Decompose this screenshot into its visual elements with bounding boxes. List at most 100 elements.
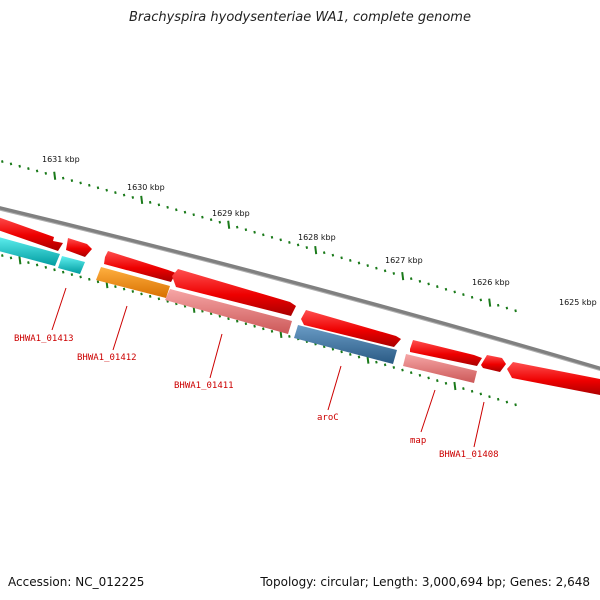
gene-label-map: map [410,436,426,446]
inner-tick-minor [357,355,361,359]
tick-label-1625: 1625 kbp [559,298,597,307]
inner-tick-minor [114,285,117,289]
outer-tick-minor [470,295,474,299]
inner-tick-minor [148,294,152,298]
outer-tick-minor [462,293,465,297]
outer-tick-minor [157,203,161,207]
inner-tick-minor [61,270,65,274]
outer-tick-minor [427,282,430,286]
gene-bhwa1-01413[interactable] [0,236,60,266]
accession-text: Accession: NC_012225 [8,575,145,589]
outer-tick-minor [505,306,509,310]
outer-tick-minor [453,290,456,294]
inner-tick-minor [496,397,500,401]
inner-tick-minor [375,360,378,364]
inner-tick-minor [218,314,222,318]
outer-tick-minor [209,218,213,222]
outer-tick-minor [192,213,195,217]
inner-tick-minor [27,261,30,265]
inner-tick-minor [488,395,491,399]
gene-bhwa1-01411[interactable] [165,289,292,334]
inner-tick-minor [131,290,135,293]
outer-tick-minor [1,160,4,163]
inner-tick-minor [244,322,248,326]
gene-bhwa1-01413-b[interactable] [58,256,85,274]
outer-tick-minor [357,261,361,265]
outer-tick-minor [262,233,265,237]
inner-tick-minor [227,317,230,321]
outer-tick-minor [279,238,282,242]
gene-label-aroc: aroC [317,413,339,423]
gene-bhwa1-01412[interactable] [96,267,170,298]
inner-tick-major [453,381,457,391]
gene-aroc[interactable] [294,325,397,364]
inner-tick-minor [331,347,335,351]
inner-tick-minor [401,368,404,372]
gene-forward-3[interactable] [104,251,176,282]
inner-tick-minor [235,319,239,323]
outer-tick-minor [322,251,326,255]
inner-tick-minor [436,379,439,383]
outer-tick-minor [244,228,248,232]
inner-tick-minor [96,280,100,284]
outer-tick-minor [253,230,256,234]
gene-forward-5[interactable] [301,310,401,347]
inner-tick-minor [427,376,430,380]
inner-tick-minor [9,256,13,260]
tick-label-1626: 1626 kbp [472,278,510,287]
outer-tick-minor [44,171,48,175]
outer-tick-minor [383,269,387,273]
gene-forward-1[interactable] [0,216,63,251]
gene-forward-2[interactable] [66,238,92,257]
inner-tick-minor [409,371,413,375]
gene-forward-7[interactable] [481,355,506,372]
outer-tick-minor [122,193,126,197]
outer-tick-minor [392,271,396,275]
outer-tick-minor [18,164,21,168]
tick-label-1627: 1627 kbp [385,256,423,265]
inner-tick-minor [253,324,256,328]
inner-tick-major [18,256,22,265]
outer-tick-minor [418,279,422,283]
outer-tick-minor [79,181,82,185]
gene-map[interactable] [403,354,477,383]
outer-tick-minor [201,215,204,219]
outer-tick-minor [349,258,352,262]
outer-tick-minor [96,186,100,190]
inner-tick-minor [470,389,474,393]
outer-tick-major [401,271,405,281]
outer-tick-minor [409,277,413,281]
outer-tick-minor [35,169,39,173]
inner-tick-minor [288,334,291,338]
gene-forward-6[interactable] [410,340,482,366]
outer-tick-minor [183,210,187,214]
outer-tick-minor [218,220,222,224]
inner-tick-minor [462,387,465,391]
outer-tick-minor [131,196,135,199]
genome-backbone [0,206,600,372]
inner-tick-minor [209,312,213,316]
inner-tick-minor [418,373,422,377]
outer-tick-minor [340,256,343,260]
inner-tick-minor [79,275,82,279]
inner-tick-minor [44,265,48,269]
gene-forward-4[interactable] [172,269,296,316]
summary-text: Topology: circular; Length: 3,000,694 bp… [260,575,590,589]
outer-tick-major [314,245,318,255]
gene-forward-8[interactable] [507,362,600,396]
inner-tick-minor [383,363,387,367]
inner-tick-minor [514,403,517,407]
gene-label-bhwa1-01413: BHWA1_01413 [14,334,74,344]
inner-tick-minor [140,292,143,296]
outer-tick-major [53,171,57,180]
outer-tick-minor [148,200,152,204]
outer-tick-major [140,195,144,205]
label-leaders [51,287,485,448]
outer-tick-minor [305,246,309,249]
outer-tick-minor [9,162,13,166]
outer-tick-minor [70,179,74,182]
tick-label-1631: 1631 kbp [42,155,80,164]
inner-tick-minor [392,365,396,369]
outer-tick-minor [114,191,117,195]
